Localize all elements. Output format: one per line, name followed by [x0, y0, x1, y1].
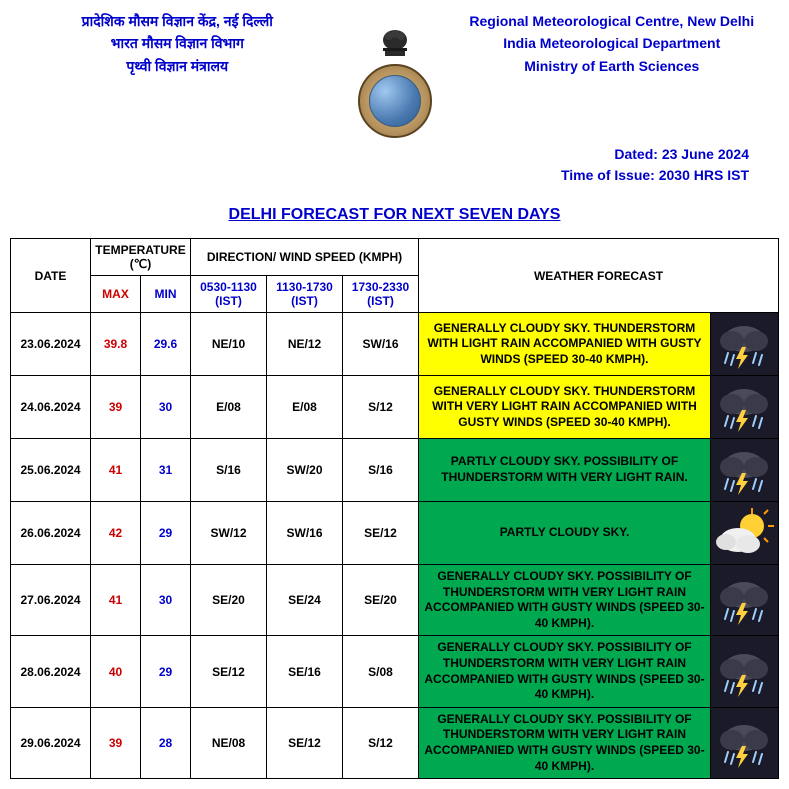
weather-icon: [710, 439, 778, 502]
th-date: DATE: [11, 239, 91, 313]
header-line: Regional Meteorological Centre, New Delh…: [455, 10, 770, 32]
max-cell: 41: [91, 565, 141, 636]
page-title: DELHI FORECAST FOR NEXT SEVEN DAYS: [10, 206, 779, 224]
forecast-text: GENERALLY CLOUDY SKY. POSSIBILITY OF THU…: [419, 707, 711, 778]
weather-icon: [710, 707, 778, 778]
wind-slot2: SW/16: [267, 502, 343, 565]
issue-info: Dated: 23 June 2024 Time of Issue: 2030 …: [10, 138, 779, 186]
header-right-english: Regional Meteorological Centre, New Delh…: [455, 10, 770, 77]
wind-slot3: SE/12: [343, 502, 419, 565]
forecast-text: PARTLY CLOUDY SKY. POSSIBILITY OF THUNDE…: [419, 439, 711, 502]
wind-slot3: S/08: [343, 636, 419, 707]
weather-icon: [710, 313, 778, 376]
th-slot2: 1130-1730 (IST): [267, 276, 343, 313]
table-row: 26.06.20244229SW/12SW/16SE/12PARTLY CLOU…: [11, 502, 779, 565]
wind-slot2: SE/16: [267, 636, 343, 707]
max-cell: 41: [91, 439, 141, 502]
max-cell: 39: [91, 376, 141, 439]
imd-logo-icon: [358, 64, 432, 138]
wind-slot2: SE/12: [267, 707, 343, 778]
th-temperature: TEMPERATURE (℃): [91, 239, 191, 276]
th-forecast: WEATHER FORECAST: [419, 239, 779, 313]
wind-slot2: SE/24: [267, 565, 343, 636]
date-cell: 26.06.2024: [11, 502, 91, 565]
th-min: MIN: [141, 276, 191, 313]
date-cell: 27.06.2024: [11, 565, 91, 636]
wind-slot1: S/16: [191, 439, 267, 502]
forecast-text: GENERALLY CLOUDY SKY. POSSIBILITY OF THU…: [419, 565, 711, 636]
min-cell: 31: [141, 439, 191, 502]
wind-slot1: NE/08: [191, 707, 267, 778]
wind-slot3: S/16: [343, 439, 419, 502]
wind-slot3: SW/16: [343, 313, 419, 376]
th-max: MAX: [91, 276, 141, 313]
weather-icon: [710, 565, 778, 636]
national-emblem-icon: [375, 10, 415, 60]
min-cell: 29: [141, 502, 191, 565]
date-cell: 23.06.2024: [11, 313, 91, 376]
header-line: भारत मौसम विज्ञान विभाग: [20, 32, 335, 54]
max-cell: 40: [91, 636, 141, 707]
wind-slot3: S/12: [343, 376, 419, 439]
wind-slot3: SE/20: [343, 565, 419, 636]
header: प्रादेशिक मौसम विज्ञान केंद्र, नई दिल्ली…: [10, 10, 779, 138]
max-cell: 42: [91, 502, 141, 565]
forecast-table: DATE TEMPERATURE (℃) DIRECTION/ WIND SPE…: [10, 238, 779, 779]
th-wind: DIRECTION/ WIND SPEED (KMPH): [191, 239, 419, 276]
th-slot1: 0530-1130 (IST): [191, 276, 267, 313]
table-row: 24.06.20243930E/08E/08S/12GENERALLY CLOU…: [11, 376, 779, 439]
wind-slot1: E/08: [191, 376, 267, 439]
wind-slot1: NE/10: [191, 313, 267, 376]
header-line: प्रादेशिक मौसम विज्ञान केंद्र, नई दिल्ली: [20, 10, 335, 32]
forecast-text: GENERALLY CLOUDY SKY. THUNDERSTORM WITH …: [419, 376, 711, 439]
min-cell: 29: [141, 636, 191, 707]
dated-text: Dated: 23 June 2024: [10, 144, 749, 165]
max-cell: 39: [91, 707, 141, 778]
wind-slot3: S/12: [343, 707, 419, 778]
header-line: Ministry of Earth Sciences: [455, 55, 770, 77]
header-line: पृथ्वी विज्ञान मंत्रालय: [20, 55, 335, 77]
time-of-issue-text: Time of Issue: 2030 HRS IST: [10, 165, 749, 186]
th-slot3: 1730-2330 (IST): [343, 276, 419, 313]
header-left-hindi: प्रादेशिक मौसम विज्ञान केंद्र, नई दिल्ली…: [20, 10, 335, 77]
wind-slot2: SW/20: [267, 439, 343, 502]
wind-slot1: SE/12: [191, 636, 267, 707]
weather-icon: [710, 502, 778, 565]
date-cell: 28.06.2024: [11, 636, 91, 707]
forecast-text: GENERALLY CLOUDY SKY. THUNDERSTORM WITH …: [419, 313, 711, 376]
wind-slot2: NE/12: [267, 313, 343, 376]
weather-icon: [710, 636, 778, 707]
date-cell: 29.06.2024: [11, 707, 91, 778]
forecast-text: GENERALLY CLOUDY SKY. POSSIBILITY OF THU…: [419, 636, 711, 707]
min-cell: 29.6: [141, 313, 191, 376]
date-cell: 24.06.2024: [11, 376, 91, 439]
wind-slot2: E/08: [267, 376, 343, 439]
table-row: 27.06.20244130SE/20SE/24SE/20GENERALLY C…: [11, 565, 779, 636]
weather-icon: [710, 376, 778, 439]
table-row: 28.06.20244029SE/12SE/16S/08GENERALLY CL…: [11, 636, 779, 707]
max-cell: 39.8: [91, 313, 141, 376]
min-cell: 30: [141, 565, 191, 636]
date-cell: 25.06.2024: [11, 439, 91, 502]
table-row: 29.06.20243928NE/08SE/12S/12GENERALLY CL…: [11, 707, 779, 778]
table-body: 23.06.202439.829.6NE/10NE/12SW/16GENERAL…: [11, 313, 779, 779]
table-header: DATE TEMPERATURE (℃) DIRECTION/ WIND SPE…: [11, 239, 779, 313]
min-cell: 28: [141, 707, 191, 778]
wind-slot1: SW/12: [191, 502, 267, 565]
header-line: India Meteorological Department: [455, 32, 770, 54]
min-cell: 30: [141, 376, 191, 439]
table-row: 25.06.20244131S/16SW/20S/16PARTLY CLOUDY…: [11, 439, 779, 502]
table-row: 23.06.202439.829.6NE/10NE/12SW/16GENERAL…: [11, 313, 779, 376]
wind-slot1: SE/20: [191, 565, 267, 636]
forecast-text: PARTLY CLOUDY SKY.: [419, 502, 711, 565]
header-logos: [335, 10, 455, 138]
